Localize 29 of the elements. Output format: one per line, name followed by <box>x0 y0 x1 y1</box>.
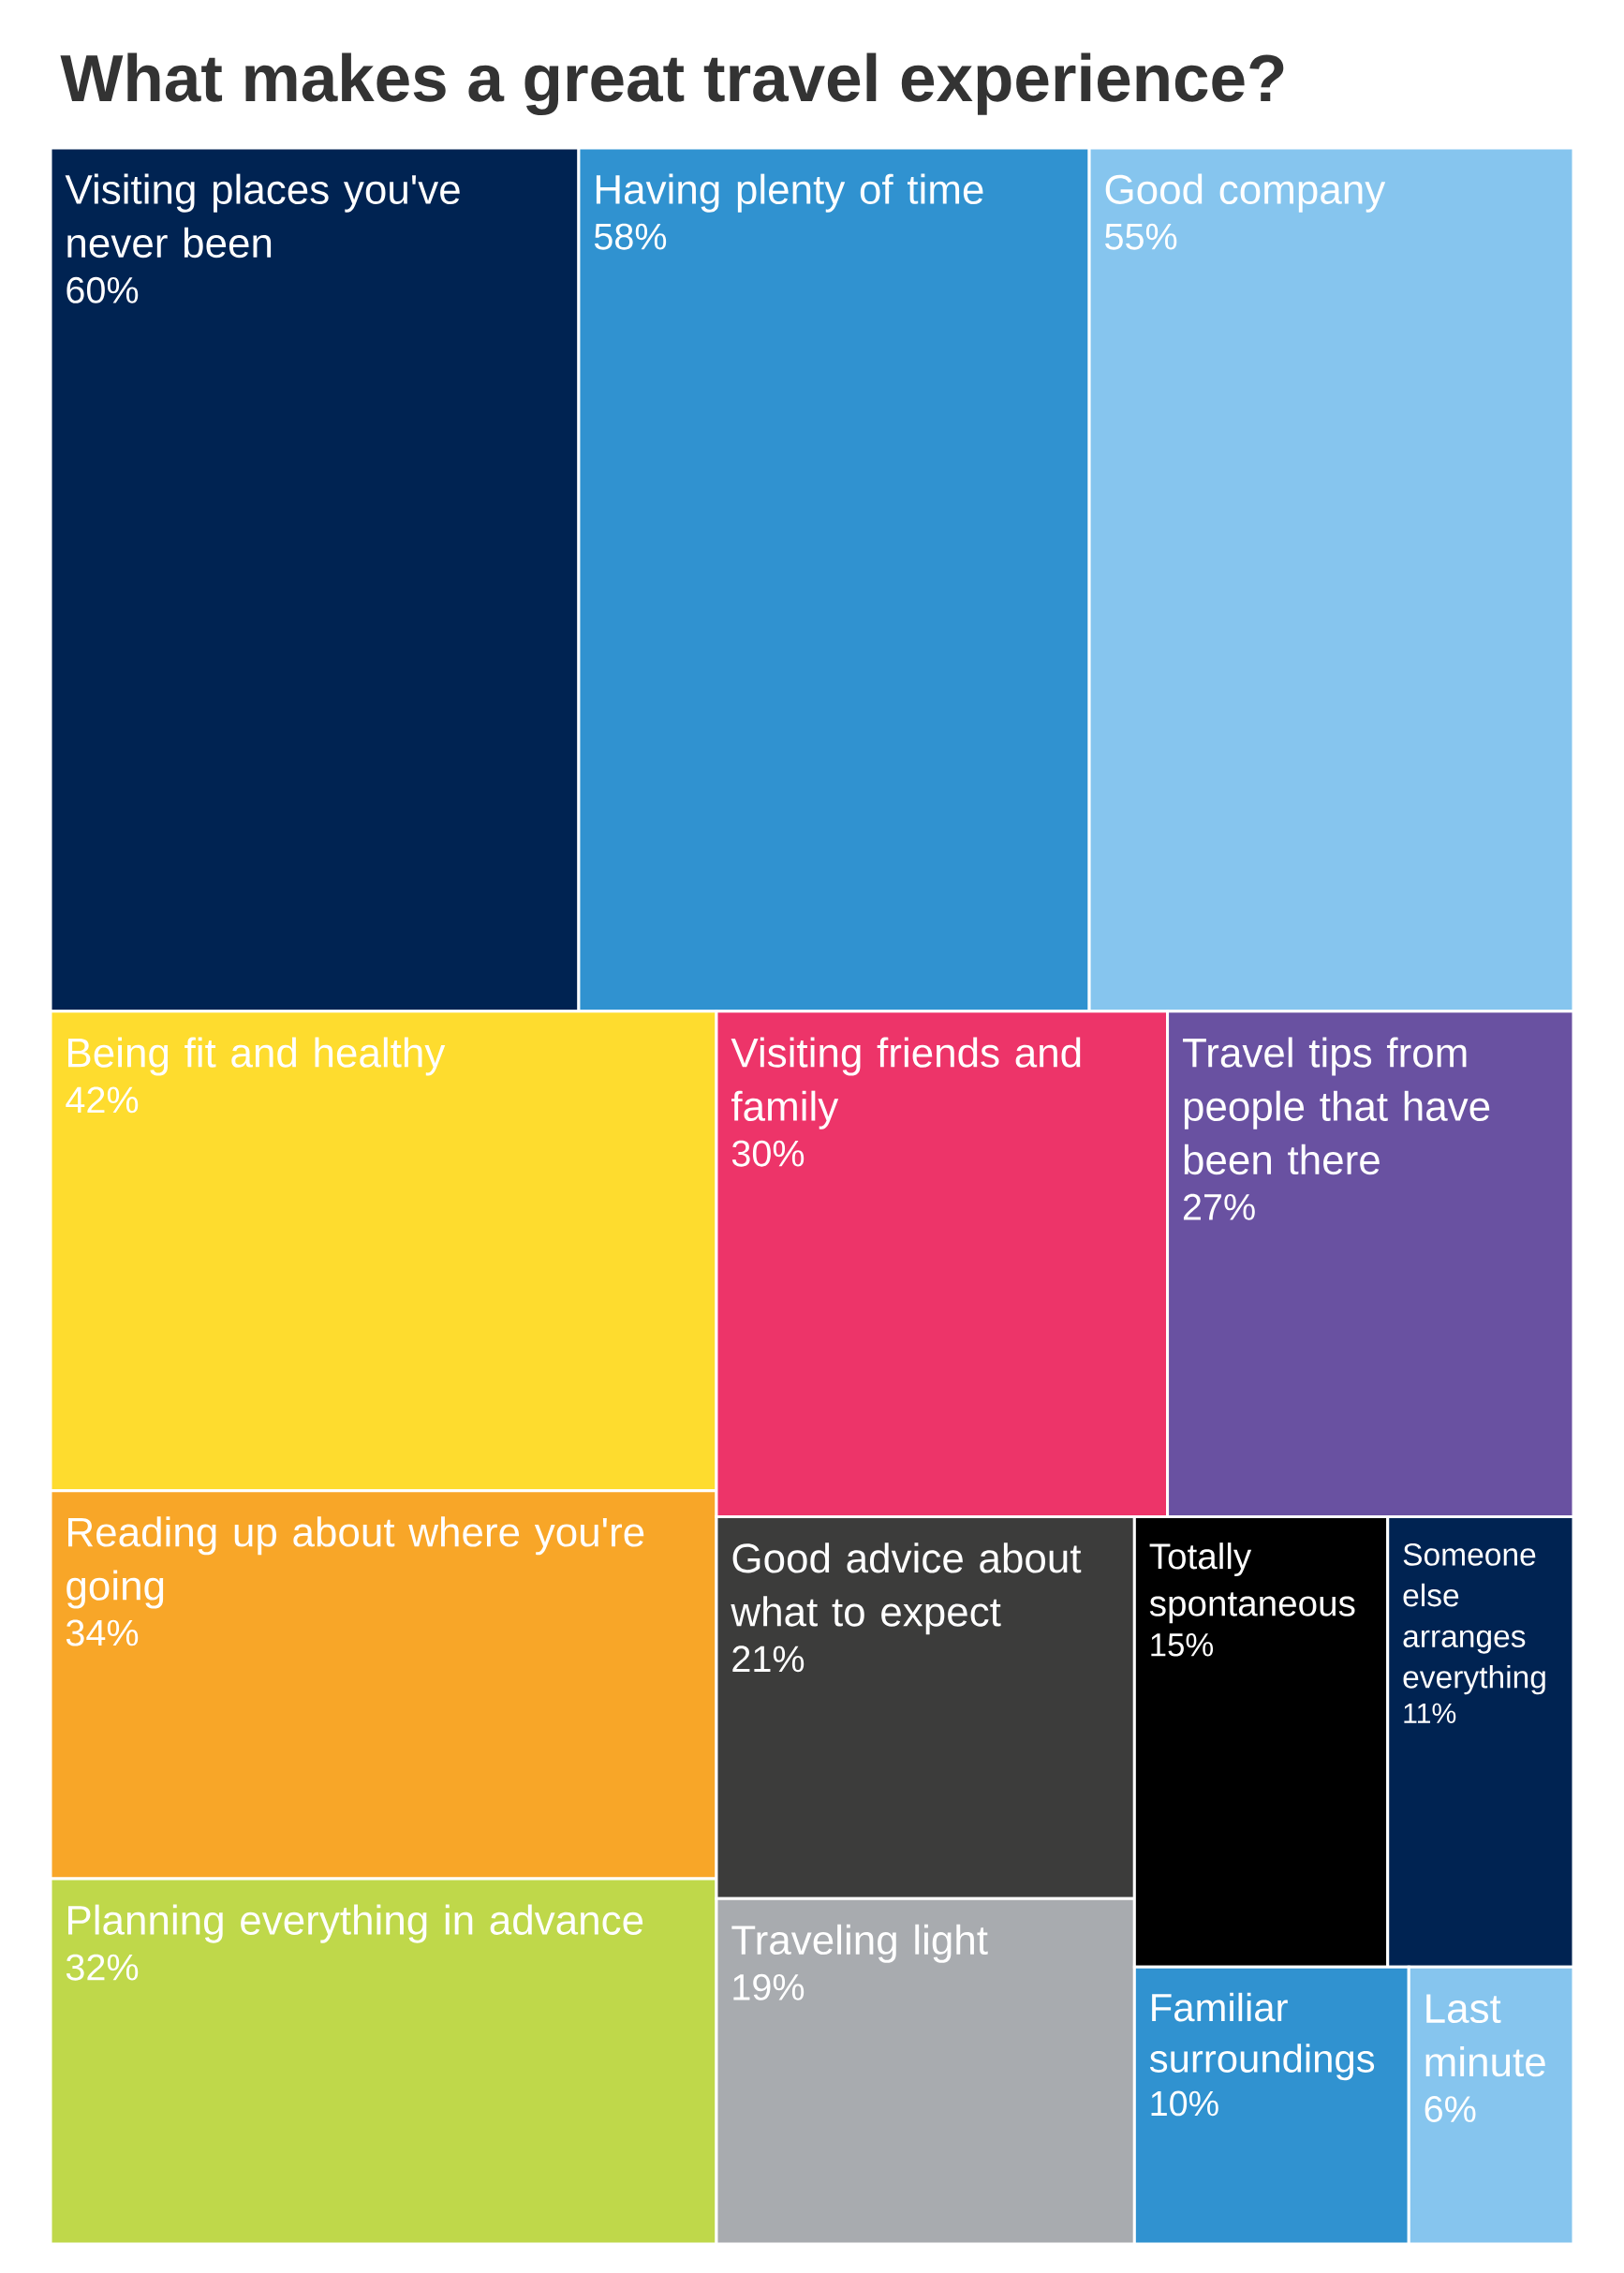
data-label: 27% <box>1183 1193 1255 1220</box>
category-label: Visiting places you've never been <box>65 173 460 258</box>
category-label: Having plenty of time <box>596 173 983 213</box>
data-label: 21% <box>732 1646 805 1673</box>
data-label: 11% <box>1404 1703 1456 1723</box>
data-label: 42% <box>66 1086 139 1114</box>
data-label: 30% <box>731 1140 805 1167</box>
data-label: 19% <box>733 1973 805 2000</box>
category-label: Visiting friends and family <box>731 1037 1081 1129</box>
category-label: Someone else arranges everything <box>1403 1543 1545 1695</box>
category-label: Last minute <box>1425 1994 1545 2077</box>
category-label: Travel tips from people that have been there <box>1182 1037 1490 1175</box>
data-label: 10% <box>1151 2090 1218 2117</box>
category-label: Familiar surroundings <box>1149 1992 1375 2081</box>
category-label: Traveling light <box>731 1924 988 1963</box>
data-label: 55% <box>1105 223 1177 250</box>
data-label: 15% <box>1151 1633 1214 1657</box>
category-label: Good advice about what to expect <box>731 1542 1082 1635</box>
data-label: 60% <box>66 276 139 303</box>
category-label: Planning everything in advance <box>68 1904 643 1943</box>
category-label: Good company <box>1105 173 1386 213</box>
text: What makes a great travel experience? <box>60 52 1284 116</box>
data-label: 6% <box>1425 2096 1476 2123</box>
data-label: 58% <box>594 223 667 250</box>
category-label: Being fit and healthy <box>68 1037 446 1076</box>
category-label: Reading up about where you're going <box>66 1516 644 1609</box>
data-label: 34% <box>66 1619 139 1646</box>
category-label: Totally spontaneous <box>1149 1542 1355 1624</box>
data-label: 32% <box>66 1954 139 1981</box>
